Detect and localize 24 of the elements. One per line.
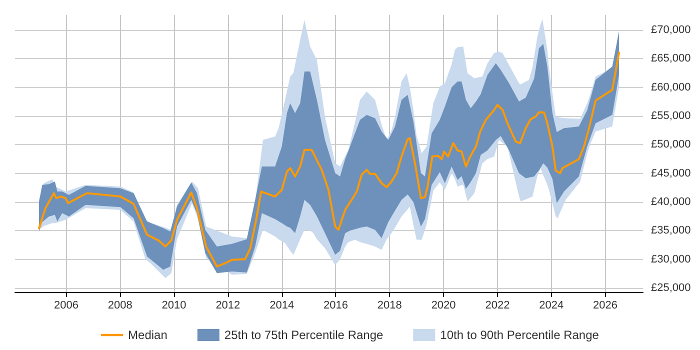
y-tick-label: £30,000 [651,253,691,266]
y-tick-label: £55,000 [651,110,691,122]
x-tick-label: 2014 [270,300,294,312]
y-tick-label: £40,000 [651,196,691,208]
y-tick-label: £60,000 [651,81,691,94]
x-tick-label: 2024 [539,300,564,312]
x-tick-label: 2010 [162,300,186,312]
x-tick-label: 2016 [323,300,348,312]
y-tick-label: £50,000 [651,138,691,151]
y-tick-label: £45,000 [651,167,691,180]
x-tick-label: 2026 [593,300,618,312]
y-tick-label: £35,000 [651,224,691,237]
x-tick-label: 2012 [216,300,240,312]
x-tick-label: 2020 [431,300,456,312]
legend-label: 10th to 90th Percentile Range [440,328,600,342]
x-tick-label: 2006 [54,300,78,312]
y-tick-label: £65,000 [651,52,691,65]
legend-label: 25th to 75th Percentile Range [224,328,384,342]
x-tick-label: 2018 [377,300,402,312]
y-tick-label: £25,000 [651,282,691,294]
legend-label: Median [128,328,168,342]
y-tick-label: £70,000 [651,24,691,36]
x-tick-label: 2022 [485,300,510,312]
x-tick-label: 2008 [108,300,132,312]
